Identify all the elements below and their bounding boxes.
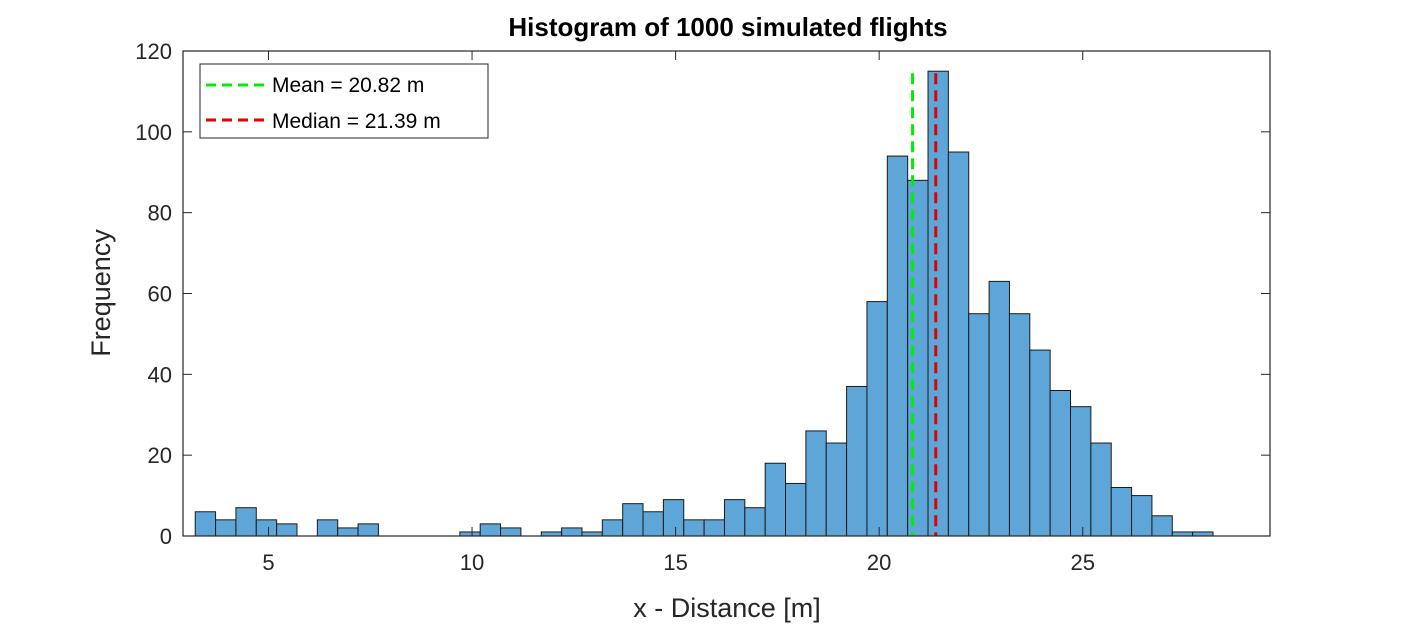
histogram-bar (1029, 349, 1051, 537)
legend-label-median: Median = 21.39 m (272, 110, 441, 133)
histogram-bar (825, 442, 848, 537)
histogram-bar (683, 519, 705, 537)
histogram-bar (968, 313, 990, 537)
histogram-bar (255, 519, 278, 537)
histogram-bar (785, 482, 807, 537)
y-tick-label: 120 (135, 39, 172, 64)
histogram-bar (662, 499, 685, 537)
y-tick-label: 80 (148, 201, 172, 226)
histogram-bar (764, 462, 787, 537)
y-tick-label: 20 (148, 443, 172, 468)
histogram-bar (561, 527, 583, 537)
histogram-bar (316, 519, 339, 537)
chart-title: Histogram of 1000 simulated flights (508, 12, 947, 42)
histogram-bar (500, 527, 522, 537)
histogram-bar (1192, 531, 1214, 537)
histogram-bar (1008, 313, 1031, 537)
bars-layer (194, 70, 1214, 537)
histogram-bar (581, 531, 603, 537)
histogram-bar (235, 507, 257, 537)
histogram-bar (337, 527, 359, 537)
x-tick-label: 10 (460, 550, 484, 575)
x-tick-label: 25 (1070, 550, 1094, 575)
histogram-bar (1131, 495, 1153, 537)
histogram-bar (601, 519, 624, 537)
histogram-bar (642, 511, 664, 537)
histogram-bar (194, 511, 217, 537)
histogram-bar (1151, 515, 1173, 537)
histogram-bar (927, 70, 949, 537)
histogram-bar (703, 519, 725, 537)
histogram-bar (907, 179, 929, 537)
y-tick-label: 0 (160, 524, 172, 549)
histogram-bar (1171, 531, 1194, 537)
histogram-bar (1070, 406, 1092, 537)
legend-box (199, 63, 489, 139)
reference-lines-layer (911, 73, 938, 536)
histogram-bar (886, 155, 909, 537)
histogram-bar (1090, 442, 1112, 537)
ticks-layer: 5 10 15 20 25 0 20 40 60 80 100 120 (135, 39, 1270, 575)
histogram-bar (723, 499, 746, 537)
y-tick-label: 60 (148, 282, 172, 307)
histogram-bar (988, 280, 1010, 537)
histogram-bar (744, 507, 766, 537)
histogram-bar (805, 430, 827, 537)
x-tick-label: 15 (663, 550, 687, 575)
x-axis-label: x - Distance [m] (633, 593, 821, 623)
histogram-bar (622, 503, 644, 537)
x-tick-label: 20 (867, 550, 891, 575)
histogram-bar (540, 531, 563, 537)
histogram-bar (947, 151, 970, 537)
histogram-bar (866, 301, 888, 537)
legend-label-mean: Mean = 20.82 m (272, 74, 424, 97)
histogram-bar (1049, 390, 1072, 537)
x-tick-label: 5 (262, 550, 274, 575)
histogram-bar (276, 523, 298, 537)
y-tick-label: 100 (135, 120, 172, 145)
histogram-bar (357, 523, 379, 537)
histogram-bar (215, 519, 237, 537)
y-axis-label: Frequency (86, 229, 116, 357)
y-tick-label: 40 (148, 362, 172, 387)
histogram-bar (479, 523, 502, 537)
histogram-bar (1110, 487, 1133, 537)
histogram-bar (846, 385, 868, 537)
histogram-bar (459, 531, 481, 537)
legend: Mean = 20.82 m Median = 21.39 m (199, 63, 489, 139)
